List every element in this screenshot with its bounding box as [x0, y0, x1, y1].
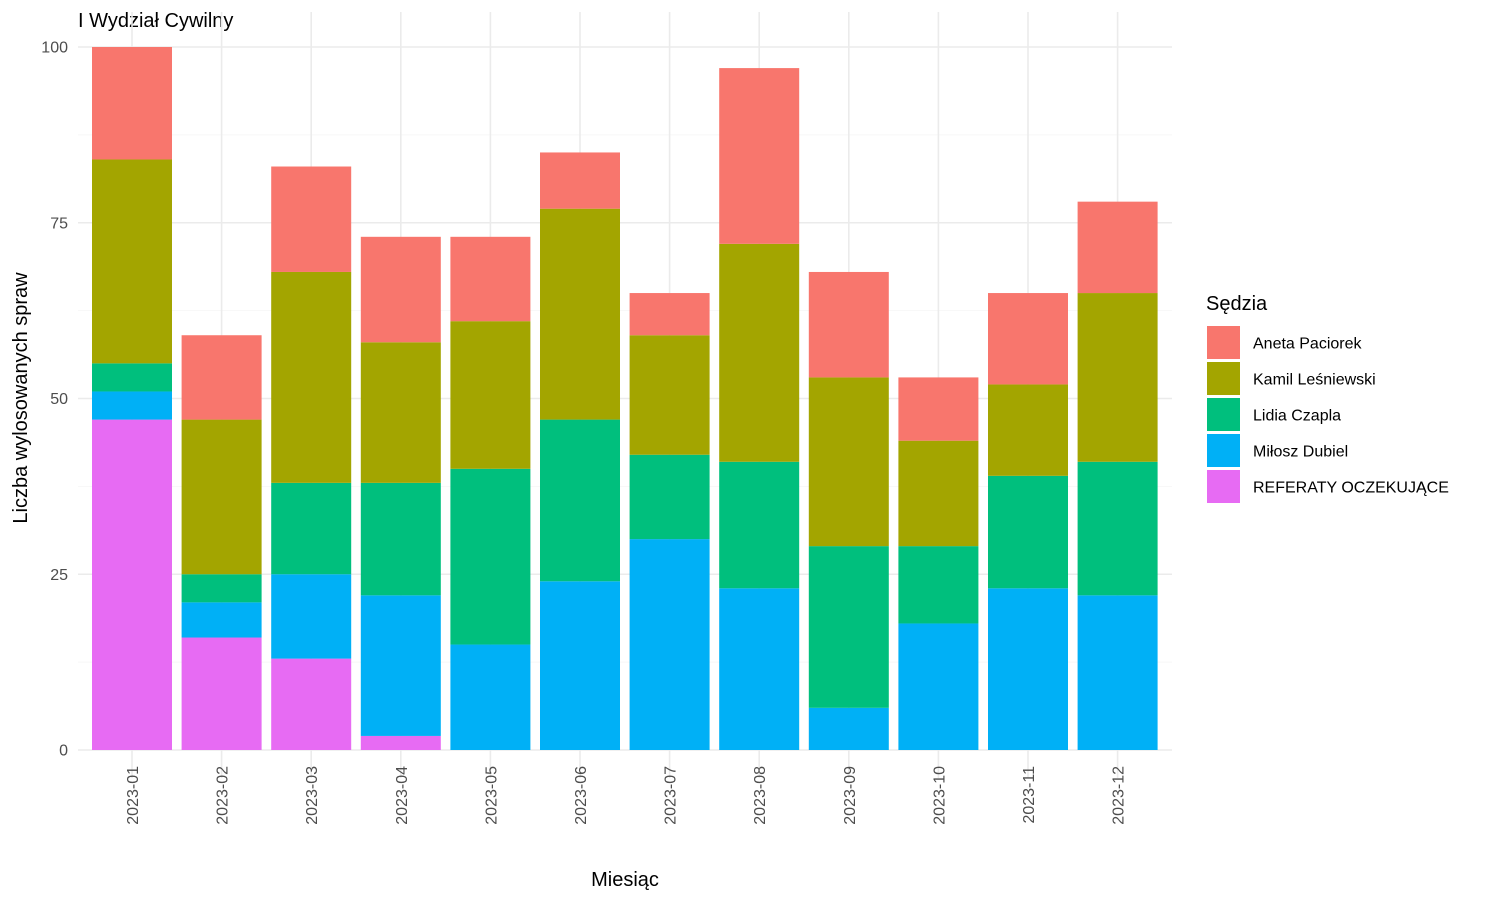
bar-segment: Lidia Czapla: 4 — [181, 574, 262, 603]
bar-segment: Kamil Leśniewski: 13 — [988, 384, 1068, 476]
bar-segment: Miłosz Dubiel: 22 — [1077, 595, 1158, 750]
bar-segment: Lidia Czapla: 23 — [808, 546, 889, 708]
x-tick-label: 2023-10 — [931, 766, 948, 825]
legend-label: Kamil Leśniewski — [1253, 372, 1376, 389]
bar-segment: Lidia Czapla: 16 — [988, 475, 1068, 589]
legend-label: REFERATY OCZEKUJĄCE — [1253, 480, 1449, 497]
legend-swatch — [1207, 326, 1240, 359]
bar-segment: Aneta Paciorek: 12 — [450, 236, 531, 322]
legend-title: Sędzia — [1206, 293, 1268, 315]
bar-segment: Aneta Paciorek: 13 — [988, 293, 1068, 385]
bar-segment: Kamil Leśniewski: 15 — [898, 440, 979, 547]
bar-segment: Kamil Leśniewski: 22 — [181, 419, 262, 575]
x-tick-label: 2023-09 — [842, 766, 859, 825]
bar-segment: Miłosz Dubiel: 24 — [540, 581, 620, 750]
bar-segment: Lidia Czapla: 4 — [92, 363, 172, 392]
bar-segment: Miłosz Dubiel: 18 — [898, 623, 979, 750]
y-axis-title: Liczba wylosowanych spraw — [10, 272, 32, 524]
y-tick-label: 100 — [41, 40, 68, 57]
bar-segment: Miłosz Dubiel: 12 — [271, 574, 352, 659]
bar-segment: Aneta Paciorek: 6 — [629, 293, 710, 336]
bar-segment: Miłosz Dubiel: 23 — [988, 588, 1068, 750]
bar-segment: Lidia Czapla: 19 — [1077, 461, 1158, 596]
y-tick-label: 0 — [59, 743, 68, 760]
bar-segment: Aneta Paciorek: 13 — [1077, 201, 1158, 294]
bar-segment: Lidia Czapla: 13 — [271, 482, 352, 575]
legend-swatch — [1207, 470, 1240, 503]
bar-segment: Kamil Leśniewski: 30 — [271, 271, 352, 483]
bar-segment: Miłosz Dubiel: 4 — [92, 391, 172, 420]
bar-segment: Kamil Leśniewski: 20 — [360, 342, 441, 483]
bar-segment: Lidia Czapla: 12 — [629, 454, 710, 540]
legend-label: Miłosz Dubiel — [1253, 444, 1348, 461]
bar-segment: Aneta Paciorek: 16 — [92, 47, 172, 160]
x-tick-label: 2023-12 — [1111, 766, 1128, 825]
y-tick-label: 25 — [50, 567, 68, 584]
chart-title: I Wydział Cywilny — [78, 10, 233, 32]
bar-segment: REFERATY OCZEKUJĄCE: 13 — [271, 658, 352, 750]
bars: REFERATY OCZEKUJĄCE: 47Miłosz Dubiel: 4L… — [92, 47, 1158, 750]
bar-segment: Aneta Paciorek: 25 — [719, 68, 800, 244]
y-tick-label: 50 — [50, 391, 68, 408]
bar-segment: Kamil Leśniewski: 21 — [450, 321, 531, 469]
legend-label: Aneta Paciorek — [1253, 336, 1363, 353]
bar-segment: Kamil Leśniewski: 30 — [540, 208, 620, 420]
bar-segment: REFERATY OCZEKUJĄCE: 16 — [181, 637, 262, 750]
bar-segment: Miłosz Dubiel: 6 — [808, 707, 889, 750]
bar-segment: Miłosz Dubiel: 15 — [450, 644, 531, 750]
bar-segment: Lidia Czapla: 25 — [450, 468, 531, 645]
bar-segment: Miłosz Dubiel: 20 — [360, 595, 441, 736]
legend-swatch — [1207, 362, 1240, 395]
bar-segment: Lidia Czapla: 16 — [360, 482, 441, 596]
x-axis-ticks: 2023-01 2023-02 2023-03 2023-04 2023-05 2023-… — [125, 766, 1128, 825]
x-tick-label: 2023-03 — [304, 766, 321, 825]
x-tick-label: 2023-07 — [663, 766, 680, 825]
x-tick-label: 2023-05 — [483, 766, 500, 825]
bar-segment: Lidia Czapla: 18 — [719, 461, 800, 589]
bar-segment: Kamil Leśniewski: 24 — [808, 377, 889, 547]
bar-segment: Aneta Paciorek: 9 — [898, 377, 979, 441]
x-tick-label: 2023-02 — [215, 766, 232, 825]
x-tick-label: 2023-06 — [573, 766, 590, 825]
bar-segment: Miłosz Dubiel: 30 — [629, 539, 710, 750]
bar-segment: Aneta Paciorek: 15 — [271, 166, 352, 272]
x-axis-title: Miesiąc — [591, 869, 659, 891]
bar-segment: REFERATY OCZEKUJĄCE: 47 — [92, 419, 172, 750]
bar-segment: Kamil Leśniewski: 31 — [719, 243, 800, 462]
bar-segment: REFERATY OCZEKUJĄCE: 2 — [360, 735, 441, 750]
bar-segment: Aneta Paciorek: 15 — [360, 236, 441, 343]
bar-segment: Kamil Leśniewski: 17 — [629, 335, 710, 455]
legend-swatch — [1207, 398, 1240, 431]
legend: Sędzia Aneta Paciorek Kamil Leśniewski Lid… — [1206, 293, 1449, 503]
bar-segment: Aneta Paciorek: 12 — [181, 335, 262, 420]
bar-segment: Aneta Paciorek: 15 — [808, 271, 889, 378]
bar-segment: Lidia Czapla: 11 — [898, 546, 979, 624]
y-tick-label: 75 — [50, 215, 68, 232]
y-axis-ticks: 0 25 50 75 100 — [41, 40, 68, 760]
bar-segment: Kamil Leśniewski: 29 — [92, 159, 172, 364]
legend-label: Lidia Czapla — [1253, 408, 1341, 425]
x-tick-label: 2023-11 — [1021, 766, 1038, 824]
bar-segment: Aneta Paciorek: 8 — [540, 152, 620, 209]
x-tick-label: 2023-01 — [125, 766, 142, 825]
x-tick-label: 2023-08 — [752, 766, 769, 825]
bar-segment: Miłosz Dubiel: 5 — [181, 602, 262, 638]
bar-segment: Lidia Czapla: 23 — [540, 419, 620, 582]
bar-segment: Kamil Leśniewski: 24 — [1077, 293, 1158, 462]
bar-segment: Miłosz Dubiel: 23 — [719, 588, 800, 750]
legend-swatch — [1207, 434, 1240, 467]
x-tick-label: 2023-04 — [394, 766, 411, 825]
